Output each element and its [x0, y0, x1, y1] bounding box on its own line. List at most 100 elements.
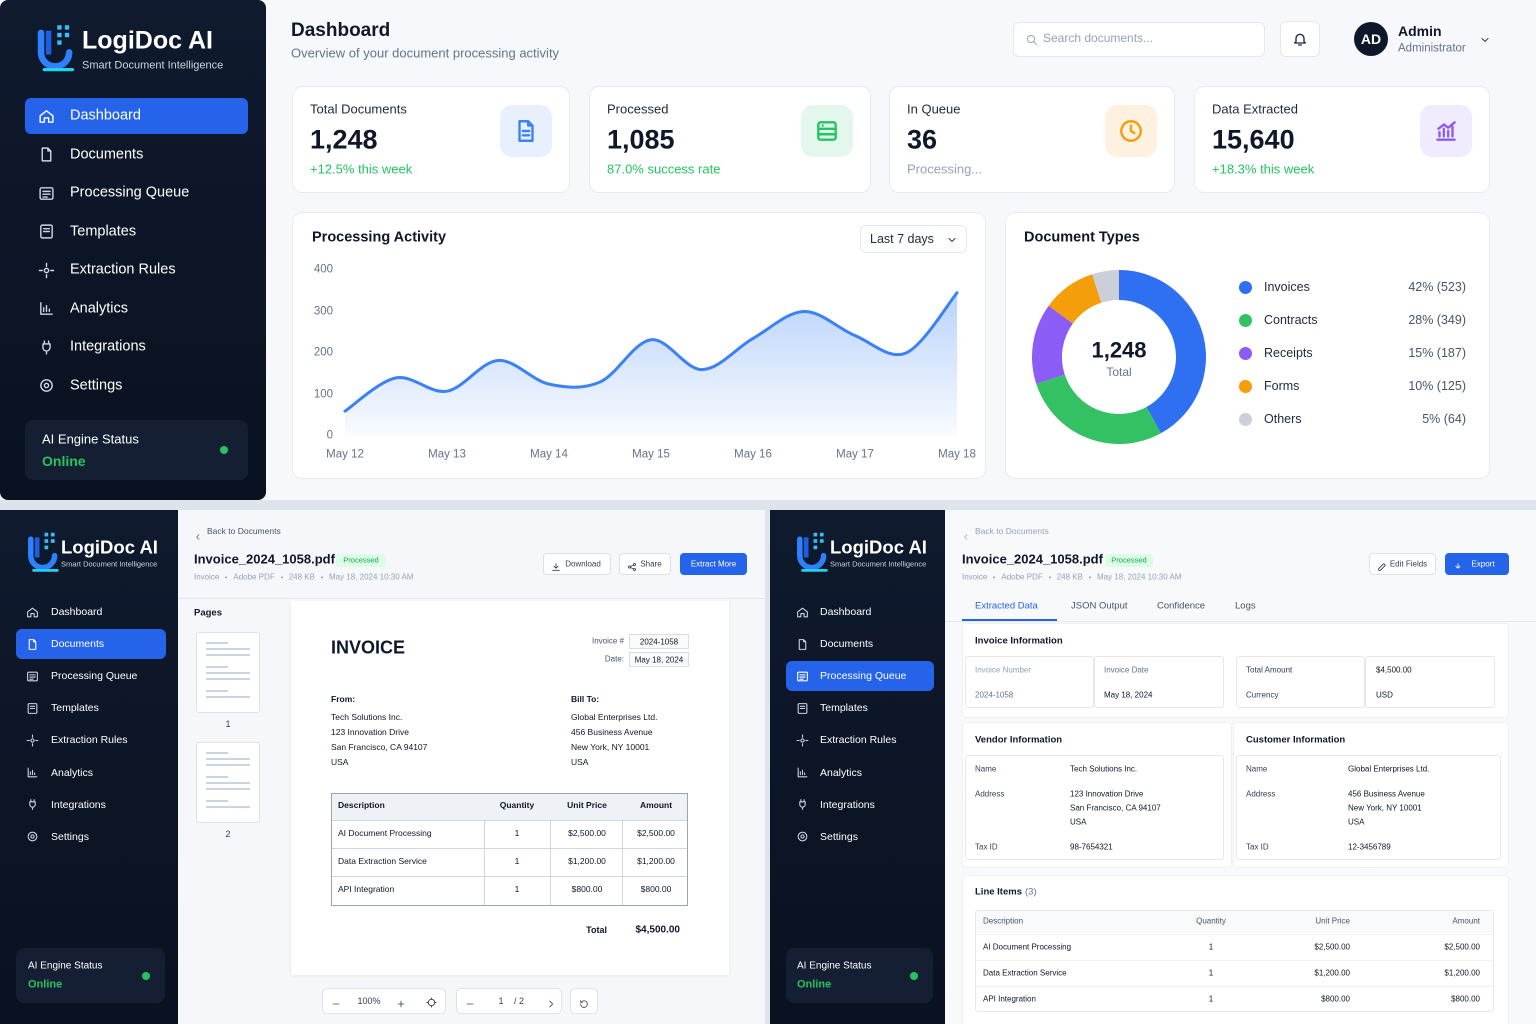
back-link[interactable]: Back to Documents: [207, 526, 281, 537]
nav-item[interactable]: Settings: [51, 830, 89, 843]
nav-active[interactable]: [786, 661, 934, 692]
button-label[interactable]: Share: [640, 559, 662, 569]
section-label: From:: [331, 694, 356, 705]
field-value: 123 Innovation Drive: [1070, 789, 1144, 799]
value-label: 10% (125): [1408, 378, 1466, 393]
page-number: 2: [225, 828, 231, 839]
button-label[interactable]: Download: [565, 559, 601, 569]
file-name: Invoice_2024_1058.pdf: [962, 551, 1103, 567]
nav-item[interactable]: Documents: [820, 638, 874, 651]
table-row-line: [976, 986, 1493, 987]
search-box[interactable]: [1013, 22, 1265, 57]
button[interactable]: [1445, 553, 1509, 575]
nav-item[interactable]: Settings: [70, 377, 123, 394]
table-cell: API Integration: [338, 884, 395, 895]
nav-item[interactable]: Documents: [70, 146, 144, 163]
legend-dot: [1239, 412, 1252, 426]
stat-icon: [1118, 118, 1144, 144]
table-header: Unit Price: [1315, 916, 1350, 926]
nav-item[interactable]: Integrations: [51, 798, 106, 811]
nav-icon: [38, 146, 55, 163]
nav-icon: [38, 300, 55, 317]
nav-item[interactable]: Processing Queue: [70, 184, 190, 201]
thumbnail-line: [206, 666, 228, 668]
field-value: 12-3456789: [1348, 842, 1391, 852]
nav-item[interactable]: Dashboard: [70, 107, 141, 124]
sidebar: [770, 510, 945, 1024]
nav-item[interactable]: Processing Queue: [51, 670, 138, 683]
button[interactable]: [619, 553, 671, 575]
button-icon: [627, 559, 637, 571]
meta-item: Adobe PDF: [1001, 572, 1043, 582]
meta-item: May 18, 2024 10:30 AM: [1096, 572, 1182, 582]
page-input: 1: [498, 995, 504, 1006]
info-box: [1236, 656, 1365, 708]
nav-icon: [796, 606, 809, 619]
status-box: [786, 948, 933, 1003]
nav-item[interactable]: Analytics: [820, 766, 863, 779]
avatar[interactable]: [1354, 22, 1388, 56]
button[interactable]: [1369, 553, 1436, 575]
status-badge: [336, 554, 386, 567]
info-card: [962, 722, 1232, 868]
info-box: [1236, 755, 1501, 860]
nav-item[interactable]: Integrations: [70, 338, 146, 355]
button-label[interactable]: Export: [1471, 559, 1495, 569]
nav-item[interactable]: Extraction Rules: [70, 261, 176, 278]
nav-active[interactable]: [16, 629, 166, 660]
tab[interactable]: Confidence: [1157, 600, 1206, 612]
info-card: [1233, 722, 1509, 868]
field-label: Tax ID: [1246, 842, 1269, 852]
nav-item[interactable]: Templates: [70, 223, 137, 240]
separator: [280, 576, 283, 578]
nav-item[interactable]: Processing Queue: [820, 670, 907, 683]
button[interactable]: [543, 553, 611, 575]
status-badge-label: Processed: [1111, 555, 1147, 565]
page-subtitle: Overview of your document processing act…: [291, 45, 560, 61]
nav-item[interactable]: Integrations: [820, 798, 875, 811]
field-value: USD: [1376, 690, 1393, 700]
x-tick-label: May 13: [428, 448, 466, 461]
status-value: Online: [28, 979, 63, 992]
nav-icon: [796, 702, 809, 715]
meta-item: Invoice: [194, 572, 220, 582]
brand-tagline: Smart Document Intelligence: [830, 559, 927, 569]
back-link[interactable]: Back to Documents: [975, 526, 1049, 537]
nav-icon: [26, 734, 39, 747]
notifications-button[interactable]: [1280, 21, 1320, 57]
table-cell: $1,200.00: [1314, 968, 1350, 978]
range-selector-label[interactable]: Last 7 days: [870, 231, 934, 246]
button[interactable]: [680, 553, 747, 575]
zoom-out: [331, 996, 341, 1006]
nav-item[interactable]: Analytics: [51, 766, 94, 779]
tab[interactable]: Logs: [1235, 600, 1256, 612]
tab[interactable]: Extracted Data: [975, 600, 1038, 612]
nav-active[interactable]: [25, 98, 248, 134]
nav-item[interactable]: Analytics: [70, 300, 129, 317]
stat-icon: [814, 118, 840, 144]
fit-icon: [426, 995, 437, 1008]
nav-item[interactable]: Dashboard: [820, 605, 872, 618]
sidebar: [0, 0, 266, 500]
nav-item[interactable]: Extraction Rules: [820, 734, 897, 747]
thumbnail-line: [206, 764, 250, 766]
button-label[interactable]: Extract More: [690, 559, 737, 569]
nav-item[interactable]: Extraction Rules: [51, 734, 128, 747]
nav-item[interactable]: Dashboard: [51, 605, 103, 618]
tab[interactable]: JSON Output: [1071, 600, 1128, 612]
nav-item[interactable]: Templates: [820, 702, 868, 715]
nav-item[interactable]: Settings: [820, 830, 858, 843]
card-title: Vendor Information: [975, 734, 1063, 746]
nav-item[interactable]: Documents: [51, 638, 105, 651]
button-label[interactable]: Edit Fields: [1389, 559, 1428, 569]
donut-center-label: Total: [1106, 365, 1132, 380]
table-cell: $1,200.00: [568, 856, 606, 867]
stat-label: Total Documents: [310, 101, 407, 117]
thumbnail-line: [206, 752, 228, 754]
status-badge: [1105, 554, 1153, 567]
invoice-table: [331, 793, 688, 906]
invoice-title: INVOICE: [331, 637, 406, 658]
table-header: Amount: [639, 800, 673, 811]
nav-item[interactable]: Templates: [51, 702, 99, 715]
